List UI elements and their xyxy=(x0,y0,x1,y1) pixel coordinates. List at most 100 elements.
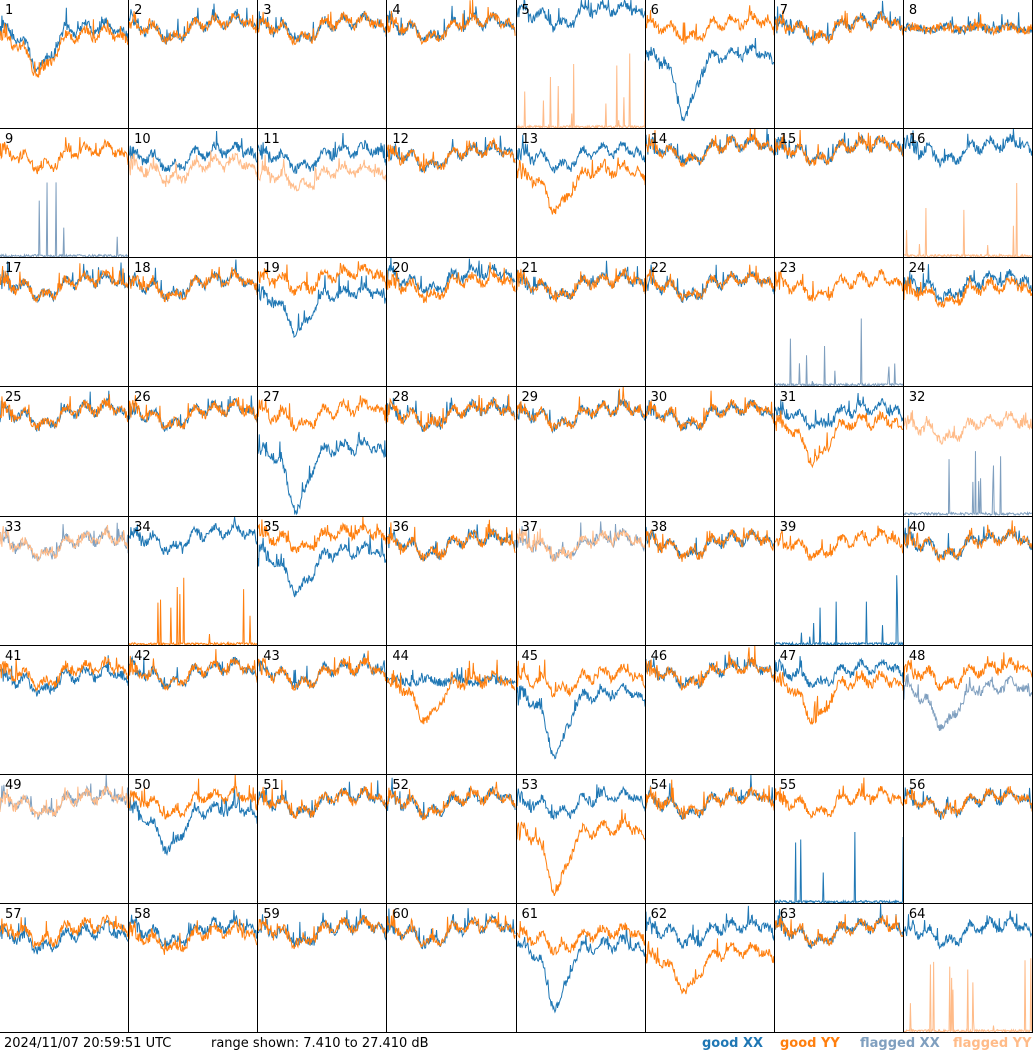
antenna-panel-9: 9 xyxy=(0,129,130,259)
series-flagged-xx xyxy=(904,673,1032,730)
spectrum-plot xyxy=(129,0,257,128)
antenna-number: 14 xyxy=(650,132,668,148)
series-good-yy xyxy=(0,395,128,431)
series-good-yy xyxy=(387,659,515,723)
antenna-number: 11 xyxy=(263,132,280,148)
spectrum-plot xyxy=(258,646,386,774)
footer: 2024/11/07 20:59:51 UTC range shown: 7.4… xyxy=(0,1033,1033,1053)
spectrum-plot xyxy=(129,129,257,257)
spectrum-plot xyxy=(517,646,645,774)
spectrum-plot xyxy=(517,129,645,257)
spectrum-plot xyxy=(775,129,903,257)
series-good-xx xyxy=(775,575,903,645)
series-good-yy xyxy=(517,809,645,895)
spectrum-plot xyxy=(904,775,1032,903)
series-good-xx xyxy=(775,656,903,687)
antenna-number: 23 xyxy=(779,261,797,277)
series-good-xx xyxy=(646,906,774,949)
spectrum-plot xyxy=(775,646,903,774)
spectrum-plot xyxy=(387,387,515,515)
series-good-yy xyxy=(0,264,128,302)
antenna-number: 49 xyxy=(5,777,22,793)
spectrum-plot xyxy=(129,904,257,1032)
antenna-number: 12 xyxy=(392,132,409,148)
legend-flagged-xx: flagged XX xyxy=(860,1036,940,1051)
antenna-number: 52 xyxy=(392,777,409,793)
series-good-yy xyxy=(904,276,1032,307)
antenna-number: 5 xyxy=(521,3,530,18)
antenna-number: 29 xyxy=(521,390,539,406)
antenna-number: 18 xyxy=(134,261,151,277)
antenna-panel-24: 24 xyxy=(903,258,1033,388)
series-good-yy xyxy=(775,11,903,44)
antenna-number: 33 xyxy=(5,519,22,535)
series-good-yy xyxy=(904,786,1032,819)
antenna-panel-64: 64 xyxy=(903,903,1033,1033)
antenna-panel-58: 58 xyxy=(129,903,259,1033)
antenna-number: 28 xyxy=(392,390,409,406)
antenna-panel-40: 40 xyxy=(903,516,1033,646)
spectrum-plot xyxy=(775,904,903,1032)
series-good-xx xyxy=(775,832,903,903)
series-flagged-xx xyxy=(0,182,128,257)
spectrum-plot xyxy=(904,646,1032,774)
spectrum-plot xyxy=(646,775,774,903)
series-good-xx xyxy=(258,534,386,596)
antenna-number: 9 xyxy=(5,132,14,148)
antenna-panel-34: 34 xyxy=(129,516,259,646)
series-good-xx xyxy=(129,910,257,948)
antenna-number: 2 xyxy=(134,3,143,18)
series-good-yy xyxy=(387,782,515,819)
series-flagged-yy xyxy=(258,153,386,191)
antenna-number: 10 xyxy=(134,132,151,148)
series-good-yy xyxy=(517,158,645,215)
antenna-number: 34 xyxy=(134,519,151,535)
antenna-panel-39: 39 xyxy=(774,516,904,646)
series-good-yy xyxy=(775,777,903,817)
spectrum-plot xyxy=(387,517,515,645)
antenna-panel-30: 30 xyxy=(645,387,775,517)
antenna-panel-11: 11 xyxy=(258,129,388,259)
antenna-number: 55 xyxy=(779,777,797,793)
antenna-number: 26 xyxy=(134,390,151,406)
spectrum-plot xyxy=(646,387,774,515)
antenna-panel-32: 32 xyxy=(903,387,1033,517)
series-good-yy xyxy=(258,396,386,432)
spectrum-plot xyxy=(387,775,515,903)
antenna-number: 22 xyxy=(650,261,668,277)
spectrum-plot xyxy=(646,0,774,128)
antenna-panel-13: 13 xyxy=(516,129,646,259)
antenna-number: 56 xyxy=(908,777,926,793)
spectrum-plot xyxy=(646,517,774,645)
antenna-number: 32 xyxy=(908,390,926,406)
series-good-xx xyxy=(258,275,386,338)
series-good-xx xyxy=(0,391,128,432)
spectrum-plot xyxy=(517,904,645,1032)
spectrum-plot xyxy=(517,258,645,386)
spectrum-plot xyxy=(258,129,386,257)
antenna-number: 53 xyxy=(521,777,539,793)
antenna-panel-25: 25 xyxy=(0,387,130,517)
spectrum-plot xyxy=(258,387,386,515)
series-flagged-xx xyxy=(775,319,903,387)
spectrum-plot xyxy=(258,775,386,903)
antenna-number: 24 xyxy=(908,261,926,277)
antenna-panel-63: 63 xyxy=(774,903,904,1033)
antenna-panel-15: 15 xyxy=(774,129,904,259)
series-good-xx xyxy=(904,264,1032,302)
antenna-panel-48: 48 xyxy=(903,645,1033,775)
spectrum-plot xyxy=(646,258,774,386)
legend-good-xx: good XX xyxy=(702,1036,764,1051)
spectrum-plot xyxy=(0,387,128,515)
antenna-number: 39 xyxy=(779,519,797,535)
antenna-panel-52: 52 xyxy=(387,774,517,904)
series-good-xx xyxy=(258,133,386,173)
antenna-panel-6: 6 xyxy=(645,0,775,130)
antenna-panel-61: 61 xyxy=(516,903,646,1033)
spectrum-plot xyxy=(129,646,257,774)
series-good-yy xyxy=(258,12,386,45)
series-good-yy xyxy=(646,391,774,432)
series-good-yy xyxy=(129,919,257,955)
antenna-panel-12: 12 xyxy=(387,129,517,259)
series-good-yy xyxy=(387,262,515,303)
